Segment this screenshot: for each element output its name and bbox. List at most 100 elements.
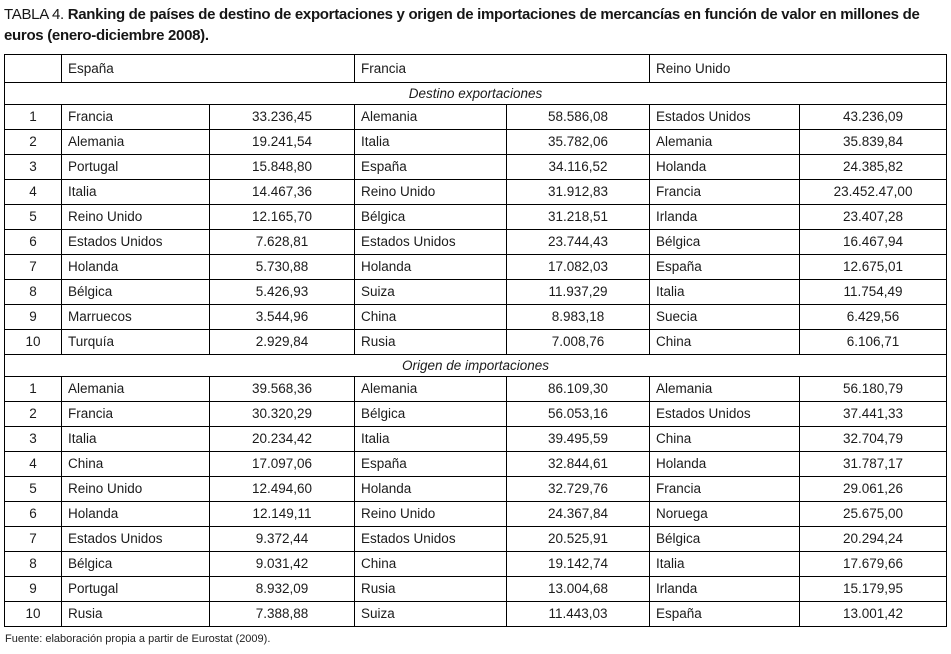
es-country-cell: Alemania: [61, 128, 210, 155]
table-title: TABLA 4. Ranking de países de destino de…: [4, 4, 946, 47]
fr-country-cell: China: [354, 303, 508, 330]
rank-cell: 1: [4, 103, 62, 130]
uk-country-cell: Holanda: [649, 450, 801, 477]
table-row: 9 Portugal 8.932,09 Rusia 13.004,68 Irlanda 15…: [4, 575, 948, 602]
uk-country-cell: Estados Unidos: [649, 400, 801, 427]
es-country-cell: Estados Unidos: [61, 228, 210, 255]
table-row: 1 Francia 33.236,45 Alemania 58.586,08 Estado…: [4, 103, 948, 130]
es-country-cell: Marruecos: [61, 303, 210, 330]
rank-cell: 1: [4, 375, 62, 402]
fr-value-cell: 58.586,08: [506, 103, 651, 130]
table-row: 8 Bélgica 9.031,42 China 19.142,74 Italia 17.6…: [4, 550, 948, 577]
uk-country-cell: Alemania: [649, 375, 801, 402]
es-value-cell: 33.236,45: [208, 103, 356, 130]
section-header-row: Destino exportaciones: [3, 81, 948, 105]
es-value-cell: 3.544,96: [208, 303, 356, 330]
uk-value-cell: 25.675,00: [799, 500, 948, 527]
es-country-cell: Bélgica: [61, 278, 210, 305]
table-row: 10 Rusia 7.388,88 Suiza 11.443,03 España 13.00…: [4, 600, 948, 627]
fr-country-cell: Rusia: [354, 575, 508, 602]
rank-cell: 5: [4, 475, 62, 502]
fr-country-cell: Italia: [354, 425, 508, 452]
es-country-cell: Italia: [61, 425, 210, 452]
es-country-cell: Alemania: [61, 375, 210, 402]
es-value-cell: 2.929,84: [208, 328, 356, 355]
fr-value-cell: 86.109,30: [506, 375, 651, 402]
es-country-cell: Reino Unido: [61, 203, 210, 230]
rank-cell: 4: [4, 450, 62, 477]
es-value-cell: 8.932,09: [208, 575, 356, 602]
fr-value-cell: 20.525,91: [506, 525, 651, 552]
uk-value-cell: 17.679,66: [799, 550, 948, 577]
es-country-cell: Italia: [61, 178, 210, 205]
fr-country-cell: Reino Unido: [354, 178, 508, 205]
es-value-cell: 39.568,36: [208, 375, 356, 402]
rank-cell: 6: [4, 228, 62, 255]
table-row: 6 Estados Unidos 7.628,81 Estados Unidos 23.…: [4, 228, 948, 255]
fr-country-cell: Suiza: [354, 278, 508, 305]
table-row: 9 Marruecos 3.544,96 China 8.983,18 Suecia 6.4…: [4, 303, 948, 330]
es-country-cell: Francia: [61, 400, 210, 427]
table-row: 3 Italia 20.234,42 Italia 39.495,59 China 32.7…: [4, 425, 948, 452]
fr-country-cell: España: [354, 153, 508, 180]
rank-cell: 4: [4, 178, 62, 205]
table-title-text: Ranking de países de destino de exportac…: [4, 6, 920, 45]
uk-value-cell: 43.236,09: [799, 103, 948, 130]
es-value-cell: 12.149,11: [208, 500, 356, 527]
table-row: 4 Italia 14.467,36 Reino Unido 31.912,83 Fran…: [4, 178, 948, 205]
rank-cell: 10: [4, 328, 62, 355]
es-value-cell: 7.388,88: [208, 600, 356, 627]
uk-value-cell: 6.106,71: [799, 328, 948, 355]
uk-country-cell: Suecia: [649, 303, 801, 330]
table-row: 4 China 17.097,06 España 32.844,61 Holanda 31.…: [4, 450, 948, 477]
es-country-cell: Reino Unido: [61, 475, 210, 502]
fr-country-cell: Suiza: [354, 600, 508, 627]
es-value-cell: 19.241,54: [208, 128, 356, 155]
rank-cell: 6: [4, 500, 62, 527]
es-value-cell: 17.097,06: [208, 450, 356, 477]
es-value-cell: 12.494,60: [208, 475, 356, 502]
uk-value-cell: 16.467,94: [799, 228, 948, 255]
es-value-cell: 5.730,88: [208, 253, 356, 280]
uk-value-cell: 56.180,79: [799, 375, 948, 402]
uk-value-cell: 37.441,33: [799, 400, 948, 427]
country-header-espana: España: [60, 53, 356, 83]
rank-cell: 9: [4, 575, 62, 602]
uk-country-cell: Bélgica: [649, 228, 801, 255]
fr-value-cell: 31.912,83: [506, 178, 651, 205]
table-row: 7 Holanda 5.730,88 Holanda 17.082,03 España 12…: [4, 253, 948, 280]
uk-country-cell: Italia: [649, 278, 801, 305]
uk-value-cell: 23.452.47,00: [799, 178, 948, 205]
fr-country-cell: Estados Unidos: [354, 228, 508, 255]
fr-country-cell: Holanda: [354, 475, 508, 502]
es-country-cell: Francia: [61, 103, 210, 130]
uk-country-cell: Bélgica: [649, 525, 801, 552]
table-row: 8 Bélgica 5.426,93 Suiza 11.937,29 Italia 11.7…: [4, 278, 948, 305]
es-country-cell: Rusia: [61, 600, 210, 627]
fr-value-cell: 34.116,52: [506, 153, 651, 180]
fr-country-cell: Alemania: [354, 103, 508, 130]
es-value-cell: 5.426,93: [208, 278, 356, 305]
es-value-cell: 9.031,42: [208, 550, 356, 577]
country-header-francia: Francia: [354, 53, 651, 83]
fr-value-cell: 11.443,03: [506, 600, 651, 627]
uk-country-cell: China: [649, 425, 801, 452]
fr-value-cell: 39.495,59: [506, 425, 651, 452]
uk-value-cell: 15.179,95: [799, 575, 948, 602]
uk-value-cell: 13.001,42: [799, 600, 948, 627]
uk-country-cell: Francia: [649, 475, 801, 502]
uk-value-cell: 6.429,56: [799, 303, 948, 330]
es-value-cell: 20.234,42: [208, 425, 356, 452]
table-title-label: TABLA 4.: [4, 6, 64, 23]
uk-value-cell: 31.787,17: [799, 450, 948, 477]
fr-country-cell: China: [354, 550, 508, 577]
es-country-cell: Estados Unidos: [61, 525, 210, 552]
uk-value-cell: 12.675,01: [799, 253, 948, 280]
fr-value-cell: 35.782,06: [506, 128, 651, 155]
table-body: Destino exportaciones 1 Francia 33.236,45 Al…: [3, 81, 948, 627]
uk-value-cell: 23.407,28: [799, 203, 948, 230]
rank-cell: 5: [4, 203, 62, 230]
fr-value-cell: 13.004,68: [506, 575, 651, 602]
uk-country-cell: Irlanda: [649, 575, 801, 602]
fr-value-cell: 24.367,84: [506, 500, 651, 527]
